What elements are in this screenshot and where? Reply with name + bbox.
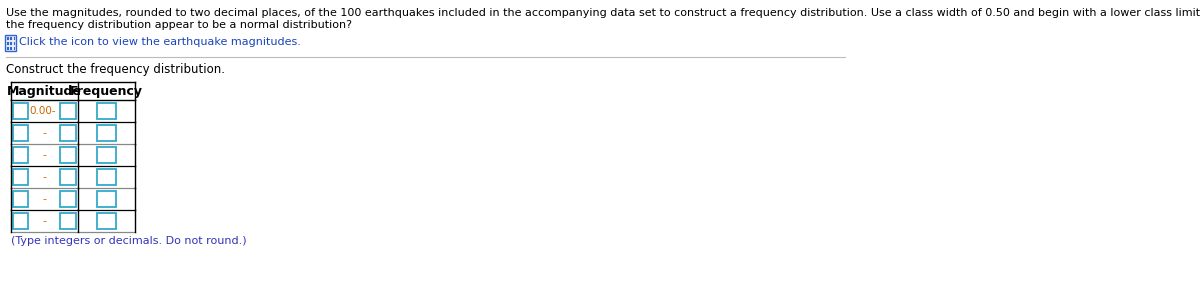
Bar: [6, 46, 8, 50]
Bar: [12, 46, 16, 50]
Bar: [60, 191, 76, 207]
Text: -: -: [42, 150, 47, 160]
Text: -: -: [42, 194, 47, 204]
Text: Construct the frequency distribution.: Construct the frequency distribution.: [6, 63, 224, 76]
Bar: [10, 41, 12, 45]
Bar: [60, 147, 76, 163]
Text: -: -: [42, 172, 47, 182]
Bar: [5, 35, 17, 51]
Text: Use the magnitudes, rounded to two decimal places, of the 100 earthquakes includ: Use the magnitudes, rounded to two decim…: [6, 8, 1200, 18]
Bar: [12, 41, 16, 45]
Text: -: -: [42, 216, 47, 226]
Bar: [60, 103, 76, 119]
Text: Magnitude: Magnitude: [7, 84, 82, 97]
Bar: [13, 147, 29, 163]
Bar: [13, 169, 29, 185]
Bar: [60, 125, 76, 141]
Bar: [97, 213, 115, 229]
Bar: [97, 169, 115, 185]
Text: (Type integers or decimals. Do not round.): (Type integers or decimals. Do not round…: [11, 236, 246, 246]
Bar: [97, 191, 115, 207]
Bar: [97, 147, 115, 163]
Text: Click the icon to view the earthquake magnitudes.: Click the icon to view the earthquake ma…: [19, 37, 301, 47]
Text: Frequency: Frequency: [70, 84, 143, 97]
Bar: [6, 41, 8, 45]
Bar: [97, 125, 115, 141]
Bar: [97, 103, 115, 119]
Bar: [6, 36, 8, 40]
Bar: [13, 125, 29, 141]
Text: 0.00-: 0.00-: [29, 106, 55, 116]
Bar: [13, 191, 29, 207]
Text: the frequency distribution appear to be a normal distribution?: the frequency distribution appear to be …: [6, 20, 352, 30]
Bar: [60, 169, 76, 185]
Text: -: -: [42, 128, 47, 138]
Bar: [13, 103, 29, 119]
Bar: [10, 36, 12, 40]
Bar: [13, 213, 29, 229]
Bar: [12, 36, 16, 40]
Bar: [60, 213, 76, 229]
Bar: [10, 46, 12, 50]
